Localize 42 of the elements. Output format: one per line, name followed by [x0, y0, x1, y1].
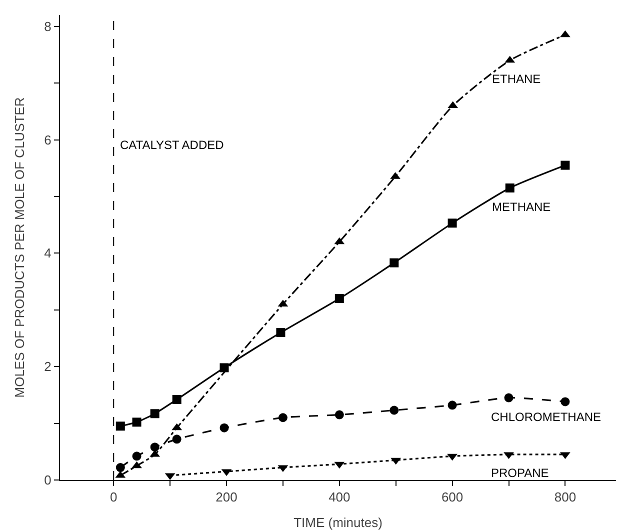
y-tick-label: 8 — [44, 18, 52, 34]
point — [448, 218, 457, 228]
point — [447, 454, 458, 461]
x-tick-label: 600 — [441, 490, 464, 505]
point — [150, 442, 160, 452]
point — [132, 452, 142, 461]
point — [116, 422, 125, 431]
point — [390, 406, 399, 415]
point — [560, 160, 570, 170]
point — [390, 258, 399, 268]
point — [560, 397, 570, 406]
point — [172, 434, 182, 444]
point — [220, 423, 229, 432]
x-tick-label: 0 — [110, 490, 118, 505]
x-tick-label: 400 — [328, 490, 350, 505]
y-tick-label: 6 — [44, 132, 52, 148]
y-tick-label: 0 — [44, 472, 52, 488]
point — [278, 413, 288, 422]
point — [504, 393, 514, 402]
x-axis-title: TIME (minutes) — [294, 515, 382, 530]
y-tick-label: 4 — [44, 246, 52, 261]
point — [560, 30, 570, 38]
ref-line-label: CATALYST ADDED — [120, 138, 224, 152]
point — [150, 409, 160, 418]
y-axis-title: MOLES OF PRODUCTS PER MOLE OF CLUSTER — [12, 97, 27, 398]
series-label: CHLOROMETHANE — [491, 410, 602, 424]
series-label: PROPANE — [491, 466, 549, 480]
series-label: METHANE — [492, 200, 551, 214]
point — [220, 363, 229, 372]
point — [116, 463, 125, 472]
x-tick-label: 200 — [216, 490, 238, 505]
point — [334, 294, 344, 304]
point — [132, 461, 142, 468]
y-tick-label: 2 — [44, 359, 52, 374]
point — [132, 418, 142, 427]
point — [172, 394, 182, 404]
point — [334, 410, 344, 420]
series-label: ETHANE — [492, 72, 541, 86]
point — [276, 328, 286, 338]
x-tick-label: 800 — [554, 490, 576, 505]
point — [505, 183, 514, 192]
point — [448, 400, 457, 410]
